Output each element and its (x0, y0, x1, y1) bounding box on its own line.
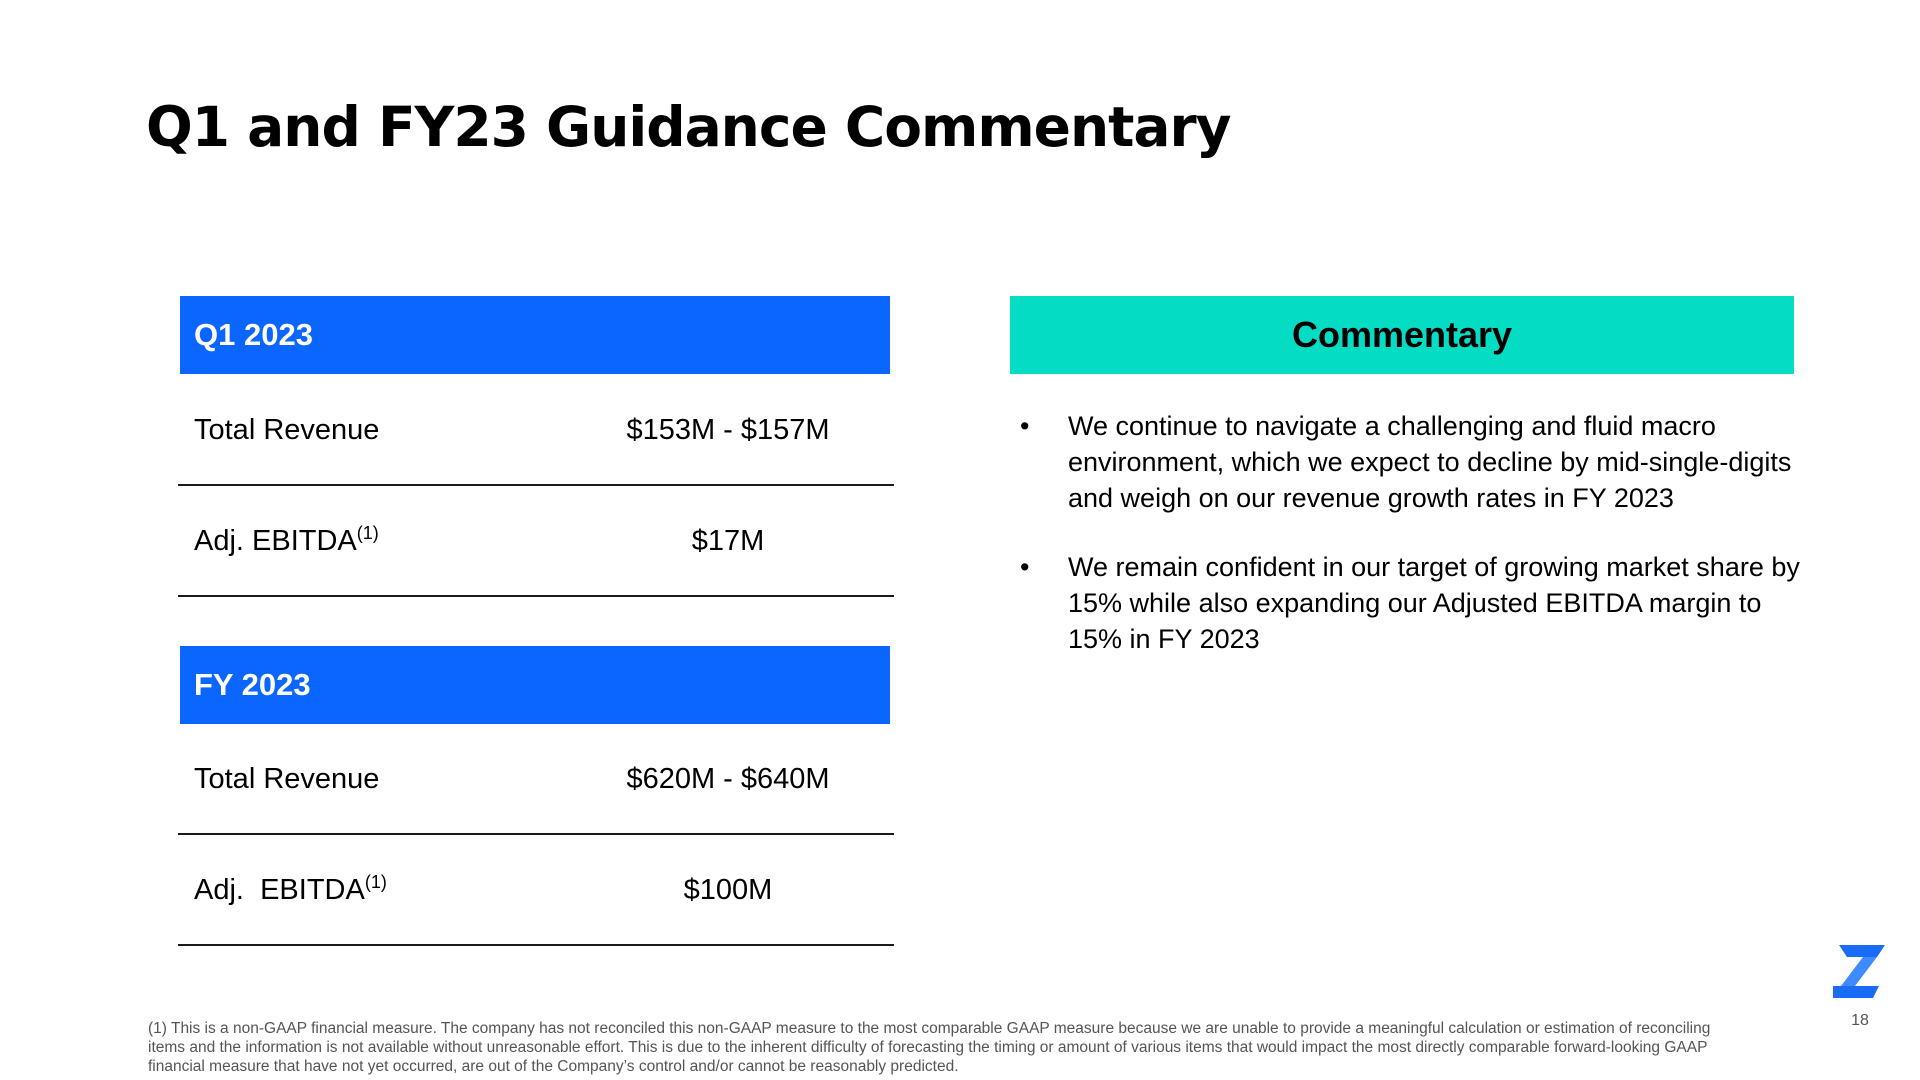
fy-total-revenue-row: Total Revenue $620M - $640M (178, 724, 894, 835)
row-label: Adj. EBITDA(1) (194, 872, 387, 906)
row-label: Total Revenue (194, 414, 380, 446)
footnote-marker: (1) (364, 872, 387, 892)
q1-2023-table-header: Q1 2023 (180, 296, 890, 374)
q1-total-revenue-row: Total Revenue $153M - $157M (178, 375, 894, 486)
row-label: Adj. EBITDA(1) (194, 523, 379, 557)
row-value: $620M - $640M (626, 763, 830, 795)
footnote: (1) This is a non-GAAP financial measure… (148, 1020, 1711, 1075)
commentary-bullet: • We remain confident in our target of g… (1020, 549, 1800, 657)
bullet-text: We continue to navigate a challenging an… (1068, 411, 1792, 513)
row-value: $153M - $157M (626, 414, 830, 446)
row-value: $17M (691, 525, 765, 557)
row-label: Total Revenue (194, 763, 380, 795)
fy-adj-ebitda-row: Adj. EBITDA(1) $100M (178, 835, 894, 946)
bullet-text: We remain confident in our target of gro… (1068, 552, 1800, 654)
bullet-marker: • (1020, 552, 1030, 582)
bullet-marker: • (1020, 411, 1030, 441)
q1-adj-ebitda-row: Adj. EBITDA(1) $17M (178, 486, 894, 597)
commentary-header: Commentary (1010, 296, 1794, 374)
page-number: 18 (1851, 1012, 1869, 1029)
commentary-bullet: • We continue to navigate a challenging … (1020, 408, 1800, 516)
z-logo-icon (1833, 945, 1885, 998)
row-value: $100M (683, 874, 773, 906)
fy-2023-table-header: FY 2023 (180, 646, 890, 724)
footnote-marker: (1) (356, 523, 379, 543)
commentary-bullet-list: • We continue to navigate a challenging … (1020, 408, 1800, 690)
page-title: Q1 and FY23 Guidance Commentary (146, 95, 1231, 159)
